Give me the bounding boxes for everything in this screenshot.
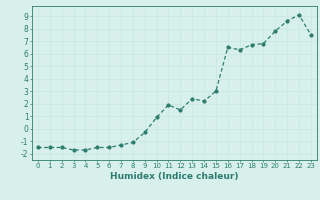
X-axis label: Humidex (Indice chaleur): Humidex (Indice chaleur) — [110, 172, 239, 181]
